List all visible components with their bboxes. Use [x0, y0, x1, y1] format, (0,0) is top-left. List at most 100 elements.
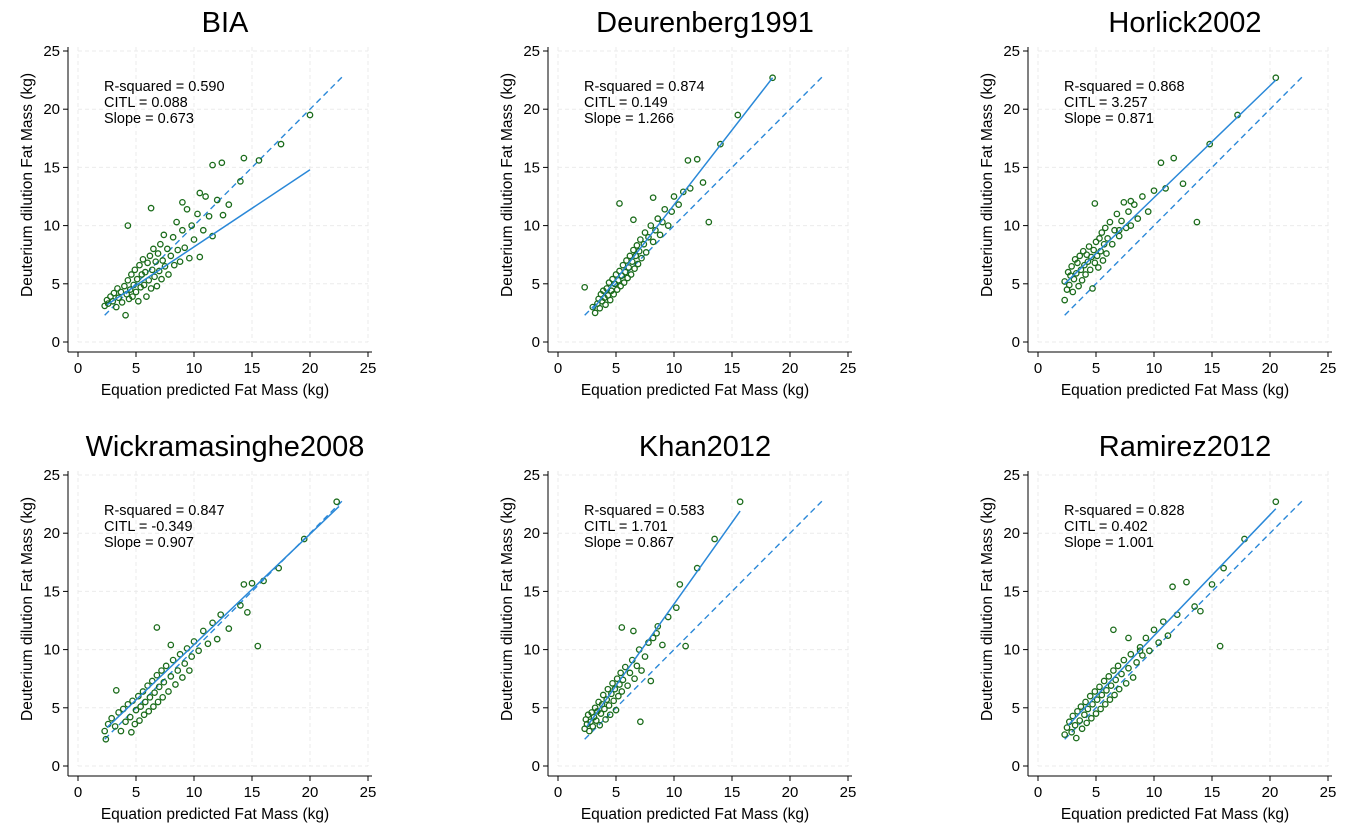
data-point	[154, 250, 162, 257]
data-point	[158, 275, 165, 283]
x-tick-label: 10	[666, 784, 683, 801]
data-point	[1096, 683, 1103, 691]
data-point	[213, 196, 221, 204]
x-tick-label: 15	[724, 784, 741, 801]
stat-r-squared: R-squared = 0.590	[104, 79, 225, 95]
data-point	[122, 311, 129, 319]
data-point	[637, 718, 644, 726]
data-point	[661, 205, 669, 213]
data-point	[199, 627, 207, 635]
data-point	[155, 683, 163, 691]
data-point	[115, 709, 122, 716]
chart-title: BIA	[201, 7, 249, 39]
data-point	[1090, 246, 1098, 254]
data-point	[131, 266, 139, 274]
data-point	[137, 703, 144, 710]
data-point	[1084, 258, 1092, 266]
data-point	[134, 297, 142, 305]
data-point	[1272, 498, 1280, 506]
data-point	[188, 653, 196, 660]
data-point	[151, 689, 158, 697]
data-point	[616, 200, 623, 207]
x-tick-label: 20	[1262, 360, 1279, 377]
data-point	[151, 273, 158, 281]
data-point	[1150, 626, 1158, 634]
y-tick-label: 25	[43, 467, 60, 484]
x-tick-label: 10	[1146, 784, 1163, 801]
data-point	[612, 706, 620, 714]
data-point	[1070, 275, 1078, 283]
data-point	[1077, 703, 1085, 710]
data-point	[141, 698, 149, 706]
data-point	[183, 205, 191, 213]
fit-line	[592, 77, 774, 310]
data-point	[165, 271, 172, 278]
y-tick-label: 5	[532, 276, 540, 293]
data-point	[1100, 240, 1108, 248]
data-point	[1082, 698, 1089, 706]
y-tick-label: 10	[523, 218, 540, 235]
data-point	[1071, 721, 1079, 729]
data-point	[624, 682, 631, 690]
data-point	[679, 188, 687, 196]
data-point	[638, 667, 645, 674]
data-point	[1098, 691, 1106, 699]
data-point	[610, 697, 618, 705]
x-axis-label: Equation predicted Fat Mass (kg)	[1060, 382, 1290, 399]
data-point	[645, 233, 652, 241]
data-point	[181, 244, 189, 252]
data-point	[199, 226, 207, 234]
y-tick-label: 5	[52, 276, 60, 293]
data-point	[1193, 218, 1201, 226]
data-point	[111, 723, 119, 730]
x-tick-label: 15	[724, 360, 741, 377]
data-point	[1125, 634, 1132, 642]
y-tick-label: 25	[523, 467, 540, 484]
fit-line	[586, 510, 741, 727]
data-point	[1069, 288, 1077, 296]
data-point	[604, 685, 612, 693]
data-point	[145, 707, 153, 715]
data-point	[659, 641, 666, 649]
x-tick-label: 15	[1204, 784, 1221, 801]
data-point	[647, 222, 655, 229]
data-point	[240, 154, 248, 162]
data-point	[194, 210, 201, 218]
x-tick-label: 25	[360, 360, 377, 377]
data-point	[1134, 215, 1142, 222]
data-point	[1122, 680, 1130, 687]
data-point	[1099, 257, 1107, 264]
data-point	[656, 231, 664, 239]
data-point	[136, 717, 143, 724]
stat-citl: CITL = -0.349	[104, 519, 193, 535]
data-point	[115, 294, 122, 302]
y-axis-label: Deuterium dilution Fat Mass (kg)	[979, 497, 996, 721]
fit-line	[106, 505, 340, 729]
data-point	[621, 663, 629, 671]
data-point	[1100, 677, 1108, 685]
data-point	[195, 647, 202, 655]
data-point	[626, 669, 634, 677]
data-point	[1110, 667, 1117, 674]
x-tick-label: 0	[554, 360, 562, 377]
data-point	[1113, 210, 1121, 218]
data-point	[1125, 208, 1132, 215]
x-axis-label: Equation predicted Fat Mass (kg)	[100, 806, 330, 823]
x-tick-label: 10	[666, 360, 683, 377]
data-point	[1115, 226, 1123, 234]
stat-slope: Slope = 0.673	[104, 111, 194, 127]
data-point	[1106, 696, 1114, 704]
data-point	[128, 271, 135, 278]
data-point	[174, 667, 182, 674]
chart-title: Ramirez2012	[1098, 431, 1272, 463]
data-point	[1068, 728, 1075, 736]
data-point	[637, 236, 644, 243]
data-point	[209, 619, 216, 627]
data-point	[699, 179, 707, 186]
data-point	[1069, 712, 1077, 720]
data-point	[173, 218, 180, 226]
data-point	[150, 245, 157, 253]
data-point	[1103, 686, 1110, 694]
data-point	[1089, 700, 1096, 708]
